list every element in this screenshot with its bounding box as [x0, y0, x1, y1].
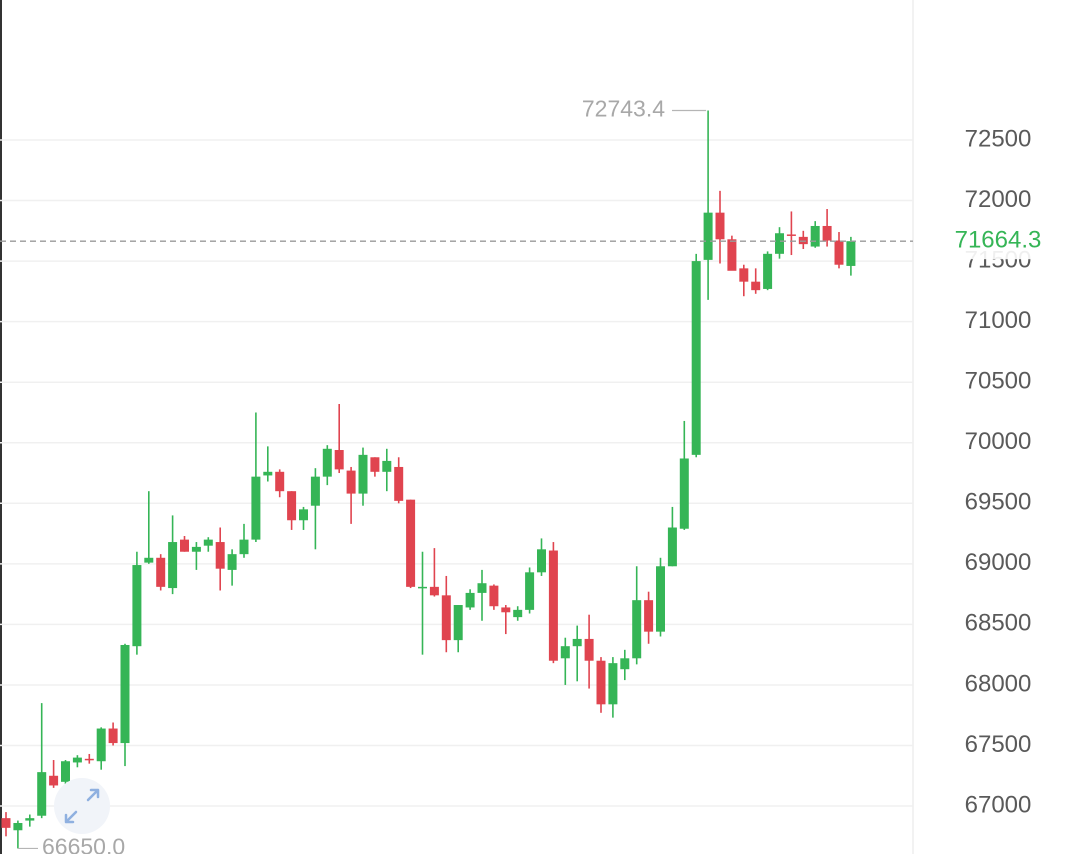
candle-body [656, 566, 665, 632]
candle-body [203, 539, 213, 546]
candle-body [846, 241, 856, 266]
candle-body [632, 600, 642, 659]
candle-body [299, 509, 308, 521]
candle-body [346, 470, 356, 494]
y-tick-label: 69000 [965, 549, 1032, 576]
candle-body [429, 586, 439, 596]
y-tick-label: 69500 [965, 489, 1032, 516]
y-tick-label: 67500 [965, 731, 1032, 758]
candle-body [691, 261, 701, 455]
y-tick-label: 70500 [965, 368, 1032, 395]
candle-body [49, 775, 59, 786]
y-tick-label: 68000 [965, 670, 1032, 697]
candle-body [227, 554, 237, 570]
candle-body [525, 572, 535, 610]
candle-body [679, 458, 689, 529]
candle-body [275, 471, 285, 492]
candle-body [13, 822, 23, 831]
candle-body [548, 550, 558, 661]
last-price-bg [916, 223, 1080, 260]
candle-body [358, 454, 368, 494]
candle-body [168, 542, 178, 589]
expand-button-bg[interactable] [54, 778, 110, 834]
min-annotation: 66650.0 [42, 834, 125, 854]
candle-body [763, 253, 773, 289]
candle-body [144, 557, 154, 563]
candle-body [560, 646, 570, 659]
y-tick-label: 70000 [965, 428, 1032, 455]
candle-body [239, 539, 249, 555]
y-tick-label: 72000 [965, 186, 1032, 213]
candle-body [620, 658, 630, 670]
candle-body [120, 644, 130, 744]
candle-body [406, 499, 416, 587]
candle-body [537, 549, 546, 573]
candle-body [394, 466, 404, 501]
candle-body [703, 212, 713, 260]
candle-body [1, 818, 11, 828]
candle-body [727, 239, 737, 271]
candle-body [370, 457, 380, 472]
expand-icon[interactable] [64, 788, 100, 824]
candle-body [180, 539, 189, 552]
candle-body [465, 592, 475, 608]
candle-body [501, 607, 511, 613]
candle-body [322, 448, 332, 477]
y-tick-label: 68500 [965, 610, 1032, 637]
candle-body [96, 728, 106, 762]
candle-body [37, 772, 47, 816]
candle-body [477, 583, 487, 593]
candle-body [810, 225, 820, 247]
candle-body [751, 281, 761, 291]
candle-body [287, 491, 297, 521]
candle-body [382, 460, 392, 472]
candle-body [84, 758, 94, 761]
expand-button[interactable] [54, 778, 110, 834]
candle-body [453, 605, 463, 641]
candle-body [715, 212, 725, 240]
candle-body [513, 609, 523, 618]
candle-body [775, 233, 784, 254]
candle-body [215, 542, 225, 569]
candle-body [418, 586, 427, 589]
candle-body [489, 585, 499, 607]
candle-body [786, 234, 796, 236]
last-price-label: 71664.3 [955, 227, 1042, 254]
candle-body [798, 236, 808, 245]
candle-body [441, 595, 451, 641]
candle-body [644, 600, 654, 632]
y-tick-label: 72500 [965, 125, 1032, 152]
y-tick-label: 67000 [965, 791, 1032, 818]
candle-body [72, 757, 82, 763]
candle-body [608, 663, 618, 705]
candle-body [25, 818, 35, 821]
candle-body [584, 638, 594, 661]
candle-body [822, 225, 832, 241]
candle-body [263, 471, 273, 476]
candle-body [572, 638, 582, 647]
candle-body [310, 476, 320, 506]
candle-body [108, 728, 118, 744]
candle-body [596, 660, 606, 705]
candle-body [667, 527, 677, 567]
candle-body [156, 557, 166, 587]
candle-body [191, 546, 201, 552]
candle-body [251, 476, 261, 540]
y-tick-label: 71000 [965, 307, 1032, 334]
candle-body [834, 240, 844, 265]
candle-body [132, 565, 142, 647]
max-annotation: 72743.4 [582, 96, 665, 122]
candle-body [739, 268, 749, 282]
candle-body [61, 761, 70, 782]
candle-body [334, 450, 344, 470]
